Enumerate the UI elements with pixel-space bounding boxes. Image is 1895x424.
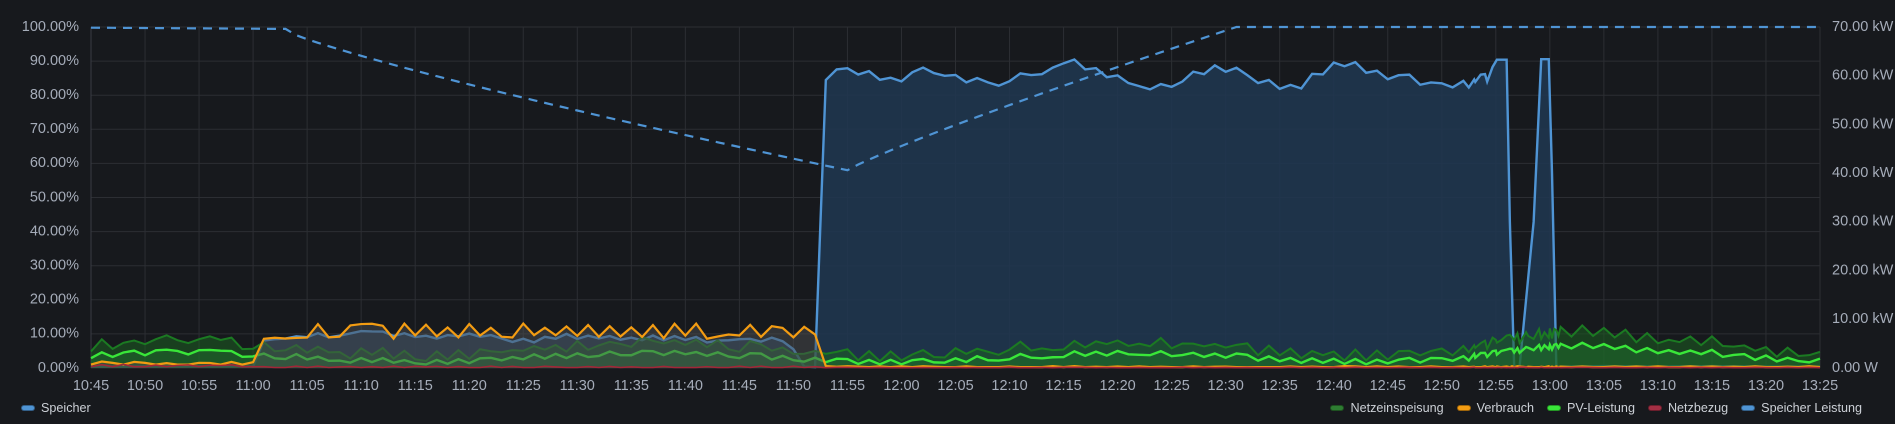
svg-text:10:50: 10:50 xyxy=(127,378,163,394)
svg-text:12:30: 12:30 xyxy=(1208,378,1244,394)
svg-text:12:15: 12:15 xyxy=(1045,378,1081,394)
svg-text:11:50: 11:50 xyxy=(776,378,811,394)
svg-text:12:40: 12:40 xyxy=(1316,378,1352,394)
svg-text:11:40: 11:40 xyxy=(668,378,703,394)
svg-text:11:35: 11:35 xyxy=(614,378,649,394)
svg-text:11:55: 11:55 xyxy=(830,378,865,394)
svg-text:12:45: 12:45 xyxy=(1370,378,1406,394)
svg-text:11:15: 11:15 xyxy=(398,378,433,394)
svg-text:12:10: 12:10 xyxy=(991,378,1027,394)
svg-text:11:05: 11:05 xyxy=(290,378,325,394)
svg-text:13:10: 13:10 xyxy=(1640,378,1676,394)
svg-text:10:55: 10:55 xyxy=(181,378,217,394)
svg-text:40.00%: 40.00% xyxy=(30,223,79,239)
svg-text:13:15: 13:15 xyxy=(1694,378,1730,394)
svg-text:60.00%: 60.00% xyxy=(30,155,79,171)
svg-text:20.00%: 20.00% xyxy=(30,292,79,308)
svg-text:20.00 kW: 20.00 kW xyxy=(1832,262,1894,278)
svg-text:11:20: 11:20 xyxy=(452,378,487,394)
svg-text:13:00: 13:00 xyxy=(1532,378,1568,394)
svg-text:10.00%: 10.00% xyxy=(30,326,79,342)
svg-text:11:00: 11:00 xyxy=(235,378,270,394)
svg-text:50.00%: 50.00% xyxy=(30,189,79,205)
svg-text:10:45: 10:45 xyxy=(73,378,109,394)
svg-text:11:10: 11:10 xyxy=(344,378,379,394)
svg-text:70.00%: 70.00% xyxy=(30,121,79,137)
svg-text:13:25: 13:25 xyxy=(1802,378,1838,394)
svg-text:60.00 kW: 60.00 kW xyxy=(1832,68,1894,84)
svg-text:30.00%: 30.00% xyxy=(30,258,79,274)
svg-text:11:25: 11:25 xyxy=(506,378,541,394)
svg-text:0.00%: 0.00% xyxy=(38,360,79,376)
svg-text:40.00 kW: 40.00 kW xyxy=(1832,165,1894,181)
svg-text:80.00%: 80.00% xyxy=(30,87,79,103)
svg-text:50.00 kW: 50.00 kW xyxy=(1832,116,1894,132)
svg-text:12:35: 12:35 xyxy=(1262,378,1298,394)
svg-text:10.00 kW: 10.00 kW xyxy=(1832,311,1894,327)
svg-text:11:30: 11:30 xyxy=(560,378,595,394)
svg-text:12:50: 12:50 xyxy=(1424,378,1460,394)
svg-text:0.00 W: 0.00 W xyxy=(1832,360,1878,376)
svg-text:13:05: 13:05 xyxy=(1586,378,1622,394)
svg-text:12:55: 12:55 xyxy=(1478,378,1514,394)
svg-text:90.00%: 90.00% xyxy=(30,53,79,69)
svg-text:12:00: 12:00 xyxy=(883,378,919,394)
svg-text:30.00 kW: 30.00 kW xyxy=(1832,214,1894,230)
svg-text:70.00 kW: 70.00 kW xyxy=(1832,19,1894,35)
svg-text:100.00%: 100.00% xyxy=(22,19,79,35)
svg-text:12:25: 12:25 xyxy=(1153,378,1189,394)
svg-text:12:20: 12:20 xyxy=(1099,378,1135,394)
svg-text:13:20: 13:20 xyxy=(1748,378,1784,394)
svg-text:12:05: 12:05 xyxy=(937,378,973,394)
svg-text:11:45: 11:45 xyxy=(722,378,757,394)
